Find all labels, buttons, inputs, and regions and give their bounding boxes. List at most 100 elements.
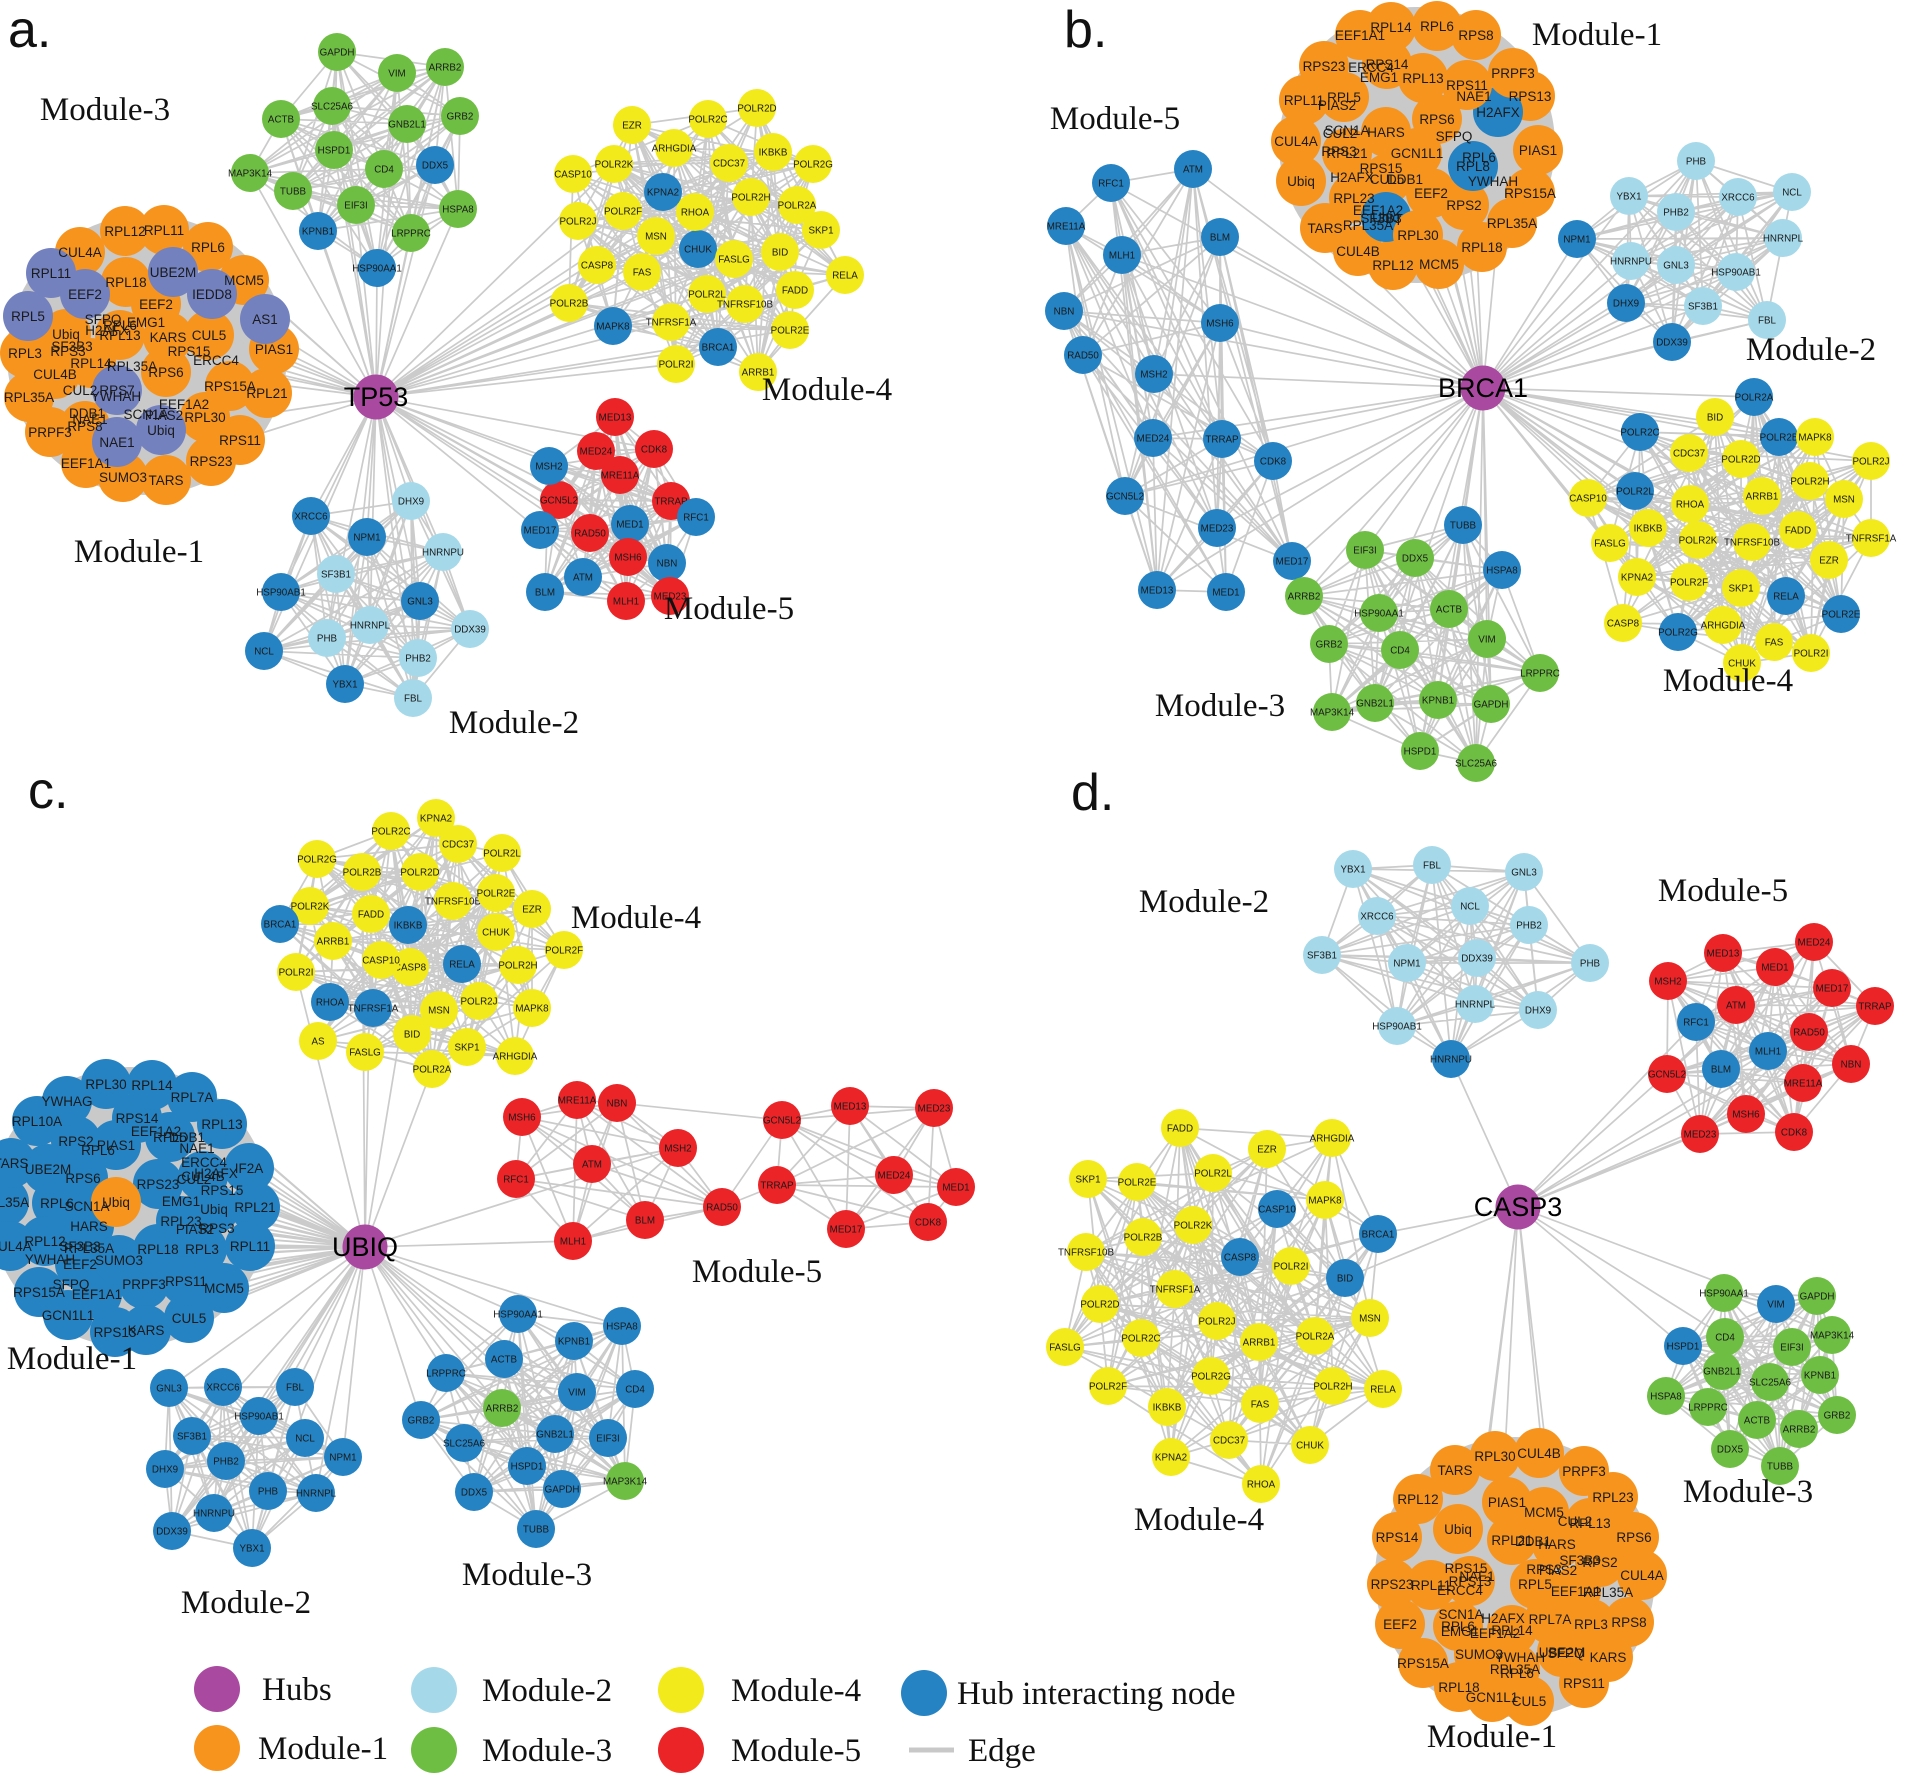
svg-text:SKP1: SKP1 <box>808 226 833 237</box>
svg-text:CASP10: CASP10 <box>362 956 400 967</box>
svg-text:Module-5: Module-5 <box>1050 101 1180 137</box>
svg-text:PIAS1: PIAS1 <box>1519 143 1557 158</box>
svg-text:BRCA1: BRCA1 <box>1438 373 1528 403</box>
svg-text:HSP90AA1: HSP90AA1 <box>1354 609 1404 620</box>
svg-text:RPL30: RPL30 <box>85 1077 126 1092</box>
svg-text:TNFRSF1A: TNFRSF1A <box>1846 534 1897 545</box>
svg-text:NAE1: NAE1 <box>179 1141 214 1156</box>
svg-text:RPL11: RPL11 <box>1284 93 1324 108</box>
svg-text:Ubiq: Ubiq <box>102 1195 130 1210</box>
svg-text:RPL3: RPL3 <box>185 1242 219 1257</box>
svg-text:GNL3: GNL3 <box>407 597 433 608</box>
svg-text:CDC37: CDC37 <box>442 840 474 851</box>
svg-text:RPS13: RPS13 <box>1509 89 1552 104</box>
svg-text:POLR2C: POLR2C <box>371 827 410 838</box>
svg-text:KARS: KARS <box>150 330 187 345</box>
svg-text:FAS: FAS <box>1765 638 1784 649</box>
svg-text:GRB2: GRB2 <box>1316 640 1343 651</box>
svg-text:FBL: FBL <box>1758 316 1777 327</box>
svg-text:GNL3: GNL3 <box>1663 261 1689 272</box>
svg-text:POLR2J: POLR2J <box>460 997 497 1008</box>
svg-text:MSN: MSN <box>645 232 667 243</box>
svg-text:POLR2G: POLR2G <box>1658 628 1698 639</box>
svg-text:EEF1A2: EEF1A2 <box>131 1124 181 1139</box>
svg-text:MED24: MED24 <box>878 1171 911 1182</box>
svg-text:RPL23: RPL23 <box>1333 191 1374 206</box>
svg-text:POLR2F: POLR2F <box>1089 1382 1127 1393</box>
svg-text:RAD50: RAD50 <box>574 529 606 540</box>
svg-text:RPL6: RPL6 <box>191 240 225 255</box>
svg-text:MSN: MSN <box>428 1006 450 1017</box>
svg-text:Module-2: Module-2 <box>1139 884 1269 920</box>
svg-text:EEF2: EEF2 <box>63 1257 97 1272</box>
svg-text:Module-2: Module-2 <box>482 1673 612 1709</box>
svg-text:GCN5L2: GCN5L2 <box>763 1116 801 1127</box>
svg-text:YWHAH: YWHAH <box>91 389 141 404</box>
svg-text:MED17: MED17 <box>524 526 557 537</box>
svg-text:HSP90AA1: HSP90AA1 <box>493 1310 543 1321</box>
svg-text:RPS11: RPS11 <box>165 1274 207 1289</box>
svg-text:PHB: PHB <box>1686 157 1707 168</box>
svg-text:RHOA: RHOA <box>1676 500 1705 511</box>
svg-text:SF3B3: SF3B3 <box>59 1239 100 1254</box>
svg-text:SUMO3: SUMO3 <box>99 470 147 485</box>
svg-text:ARHGDIA: ARHGDIA <box>493 1052 538 1063</box>
svg-text:GRB2: GRB2 <box>408 1416 435 1427</box>
svg-text:TNFRSF10B: TNFRSF10B <box>1724 538 1781 549</box>
svg-text:TNFRSF1A: TNFRSF1A <box>646 318 697 329</box>
svg-text:RAD50: RAD50 <box>1067 351 1099 362</box>
svg-text:Ubiq: Ubiq <box>147 423 175 438</box>
svg-text:DHX9: DHX9 <box>1613 299 1639 310</box>
svg-text:Ubiq: Ubiq <box>200 1202 228 1217</box>
svg-text:TRRAP: TRRAP <box>1858 1002 1892 1013</box>
svg-text:CDC37: CDC37 <box>1213 1436 1245 1447</box>
svg-text:SF3B1: SF3B1 <box>177 1432 207 1443</box>
svg-text:DDX5: DDX5 <box>461 1488 488 1499</box>
svg-text:HNRNPU: HNRNPU <box>193 1509 235 1520</box>
svg-text:SLC25A6: SLC25A6 <box>311 102 353 113</box>
svg-text:DDX39: DDX39 <box>1461 954 1493 965</box>
svg-text:Module-1: Module-1 <box>258 1731 388 1767</box>
svg-text:GAPDH: GAPDH <box>320 48 355 59</box>
svg-text:NPM1: NPM1 <box>329 1453 356 1464</box>
svg-text:RPS8: RPS8 <box>1611 1615 1646 1630</box>
svg-text:DDB1: DDB1 <box>169 1130 205 1145</box>
svg-text:CUL2: CUL2 <box>63 383 98 398</box>
svg-text:Module-5: Module-5 <box>692 1254 822 1290</box>
svg-text:POLR2J: POLR2J <box>1198 1317 1235 1328</box>
svg-text:PHB2: PHB2 <box>213 1457 239 1468</box>
svg-text:GCN1L1: GCN1L1 <box>1391 146 1444 161</box>
svg-text:ARHGDIA: ARHGDIA <box>1701 621 1746 632</box>
svg-text:RPS8: RPS8 <box>67 419 102 434</box>
svg-text:HSPD1: HSPD1 <box>511 1462 544 1473</box>
svg-text:RPL11: RPL11 <box>230 1239 270 1254</box>
svg-text:HSPA8: HSPA8 <box>1650 1392 1682 1403</box>
svg-text:SCN1A: SCN1A <box>1324 123 1369 138</box>
svg-text:PHB2: PHB2 <box>1663 208 1689 219</box>
svg-text:FBL: FBL <box>286 1383 305 1394</box>
svg-text:MAP3K14: MAP3K14 <box>1310 708 1355 719</box>
svg-text:DDB1: DDB1 <box>1515 1534 1551 1549</box>
svg-text:MLH1: MLH1 <box>1109 251 1135 262</box>
svg-text:POLR2K: POLR2K <box>1174 1221 1213 1232</box>
svg-text:RPL13: RPL13 <box>1569 1516 1610 1531</box>
svg-text:RPS6: RPS6 <box>65 1171 100 1186</box>
svg-text:DDX5: DDX5 <box>1717 1445 1744 1456</box>
svg-text:CUL4A: CUL4A <box>1620 1568 1664 1583</box>
svg-text:ACTB: ACTB <box>491 1355 518 1366</box>
svg-text:SCN1A: SCN1A <box>64 1199 109 1214</box>
svg-text:RPL35A: RPL35A <box>107 359 157 374</box>
svg-text:Module-4: Module-4 <box>1663 663 1793 699</box>
svg-text:GRB2: GRB2 <box>1824 1411 1851 1422</box>
svg-text:SKP1: SKP1 <box>1728 584 1753 595</box>
svg-text:DDX5: DDX5 <box>1402 554 1429 565</box>
svg-text:MAP3K14: MAP3K14 <box>603 1477 648 1488</box>
svg-text:HSP90AB1: HSP90AB1 <box>234 1412 284 1423</box>
svg-text:SFPQ: SFPQ <box>85 312 122 327</box>
svg-text:BID: BID <box>404 1030 420 1041</box>
svg-text:CUL5: CUL5 <box>1512 1694 1547 1709</box>
svg-text:ATM: ATM <box>582 1160 602 1171</box>
svg-text:SFPQ: SFPQ <box>53 1277 90 1292</box>
svg-text:MSH2: MSH2 <box>664 1144 691 1155</box>
svg-text:POLR2A: POLR2A <box>1296 1332 1335 1343</box>
